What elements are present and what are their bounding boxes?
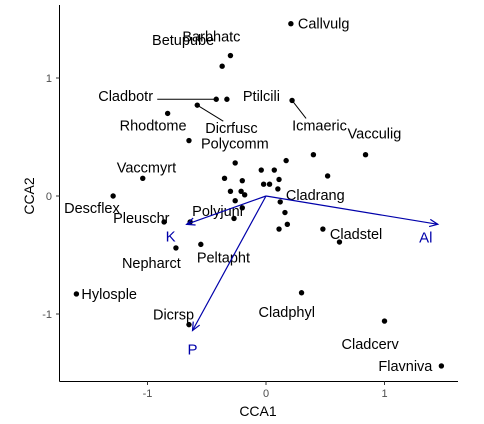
data-point [232,198,238,204]
data-point [381,318,388,324]
point-label: Vaccmyrt [117,160,176,176]
data-point [324,173,331,179]
data-point [164,110,171,117]
data-point [266,181,273,187]
label-leader-line [197,104,224,122]
point-label: Ptilcili [243,89,280,105]
data-point [282,209,288,216]
data-point [298,290,305,296]
data-point [221,175,228,181]
data-point [276,176,282,183]
data-point [232,160,238,166]
point-label: Barbhatc [182,30,240,46]
data-point [186,137,192,144]
data-point [238,188,244,194]
point-label: Polyjuni [192,204,243,220]
x-tick-label: 1 [381,388,387,400]
data-point [173,245,179,251]
data-point [288,21,294,27]
data-point [283,157,289,164]
data-point [219,63,225,69]
point-label: Polycomm [201,137,269,153]
point-label: Descflex [64,201,120,217]
data-point [239,205,245,211]
point-label: Nepharct [122,256,181,272]
data-point [362,152,369,158]
data-point [310,152,317,158]
x-tick-label: 0 [263,388,269,400]
vector-label: P [188,342,198,359]
y-axis-title: CCA2 [21,177,37,215]
y-tick-label: 1 [46,73,52,85]
data-point [277,199,283,205]
point-label: Dicrfusc [205,121,257,137]
point-label: Cladrang [286,188,345,204]
data-point [271,167,277,173]
point-label: Pleuschr [113,211,170,227]
data-point [227,52,234,59]
data-point [438,363,445,369]
data-point [213,96,219,102]
point-label: Rhodtome [120,118,187,134]
data-point [73,291,80,297]
data-point [161,219,167,225]
vector-arrow [186,195,267,225]
data-point [140,175,146,181]
data-point [224,96,230,102]
vector-arrow [265,195,438,225]
data-point [289,97,295,104]
vector-label: K [166,228,176,245]
data-point [194,102,200,108]
data-point [276,226,282,232]
point-label: Dicrsp [153,308,194,324]
data-point [336,239,343,245]
data-point [198,241,204,248]
vector-arrowhead [185,217,196,226]
data-point [241,192,248,198]
point-label: Peltapht [197,250,250,266]
x-tick-label: -1 [143,388,153,400]
data-point [320,226,326,232]
point-label: Vacculig [348,127,402,143]
data-point [260,181,267,187]
point-label: Cladcerv [342,337,400,353]
point-label: Cladbotr [98,89,153,105]
data-point [186,321,192,328]
point-label: Betupube [152,33,214,49]
x-axis-title: CCA1 [239,403,277,419]
point-label: Cladstel [330,227,382,243]
point-label: Cladphyl [259,305,315,321]
point-label: Flavniva [378,359,433,375]
y-tick-label: -1 [42,309,52,321]
data-point [110,193,116,199]
data-point [275,186,281,192]
point-label: Icmaeric [292,118,347,134]
data-point [227,188,234,194]
vector-label: Al [419,229,432,246]
vector-arrowhead [428,218,440,228]
label-leader-line [291,100,307,119]
data-point [231,215,237,222]
point-label: Hylosple [81,287,137,303]
data-point [284,221,291,228]
vector-arrowhead [191,321,201,332]
point-label: Callvulg [298,17,350,33]
axes: -1 0 1 -1 0 1 [42,5,458,400]
data-point [239,177,245,184]
y-tick-label: 0 [46,191,52,203]
data-point [258,167,264,173]
vector-arrow [192,195,267,331]
